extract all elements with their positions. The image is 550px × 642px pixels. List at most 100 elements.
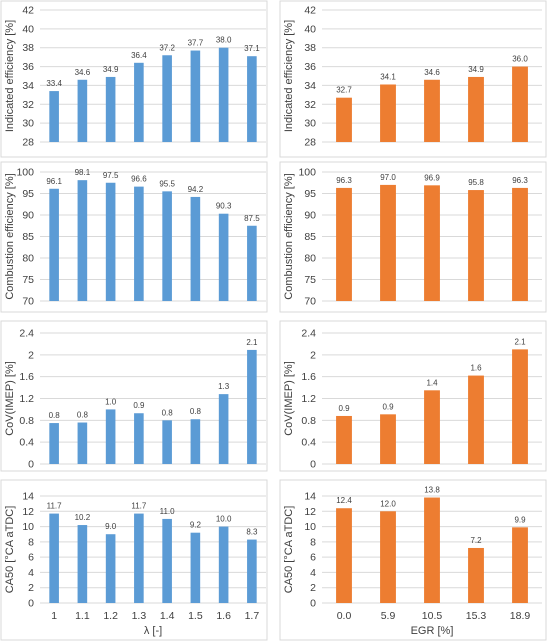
y-tick-label: 42 xyxy=(22,5,34,17)
x-tick-label: 1.3 xyxy=(132,610,147,622)
y-tick-label: 34 xyxy=(22,80,34,92)
data-label: 2.1 xyxy=(514,337,526,346)
y-tick-label: 0 xyxy=(28,598,34,610)
data-label: 13.8 xyxy=(424,486,440,495)
bar xyxy=(49,91,59,142)
data-label: 11.0 xyxy=(160,507,176,516)
y-tick-label: 0.8 xyxy=(301,415,316,427)
y-tick-label: 0 xyxy=(28,459,34,471)
data-label: 0.9 xyxy=(338,404,350,413)
x-tick-label: 1 xyxy=(51,610,57,622)
y-tick-label: 0.4 xyxy=(19,437,34,449)
bar xyxy=(336,187,352,301)
x-axis-title: EGR [%] xyxy=(411,625,454,637)
data-label: 34.1 xyxy=(380,72,396,81)
chart-panel-2: 28 30 32 34 36 38 40 42 Indicated efficiency [%]… xyxy=(279,0,547,158)
y-tick-label: 2 xyxy=(310,349,316,361)
bar xyxy=(134,186,144,301)
x-tick-label: 5.9 xyxy=(381,610,396,622)
chart-panel-1: 28 30 32 34 36 38 40 42 Indicated efficiency [%]… xyxy=(0,0,268,158)
x-tick-label: 1.5 xyxy=(188,610,203,622)
y-axis-title: CA50 [°CA aTDC] xyxy=(4,506,16,594)
y-tick-label: 70 xyxy=(22,296,34,308)
data-label: 1.0 xyxy=(105,397,117,406)
data-label: 96.3 xyxy=(336,176,352,185)
bar xyxy=(218,213,229,301)
y-tick-label: 75 xyxy=(304,274,316,286)
y-tick-label: 28 xyxy=(304,137,316,149)
data-label: 12.0 xyxy=(380,499,396,508)
y-tick-label: 4 xyxy=(28,567,34,579)
data-label: 94.2 xyxy=(188,185,204,194)
bar xyxy=(49,188,59,301)
bar xyxy=(336,508,352,603)
chart-panel-7: 0 2 4 6 8 10 12 14 CA50 [°CA aTDC] 11.7 1 10.2 1.1 9.… xyxy=(0,479,268,641)
y-tick-label: 6 xyxy=(28,552,34,564)
y-tick-label: 6 xyxy=(310,552,316,564)
y-tick-label: 32 xyxy=(304,99,316,111)
data-label: 38.0 xyxy=(216,36,232,45)
y-tick-label: 34 xyxy=(304,80,316,92)
bar xyxy=(134,413,144,464)
data-label: 10.0 xyxy=(216,515,232,524)
y-axis-title: Indicated efficiency [%] xyxy=(283,20,295,132)
y-tick-label: 12 xyxy=(304,506,316,518)
bar xyxy=(77,180,88,301)
bar xyxy=(247,225,257,301)
x-tick-label: 1.7 xyxy=(245,610,260,622)
bar xyxy=(134,513,144,603)
y-tick-label: 36 xyxy=(304,61,316,73)
y-tick-label: 0.8 xyxy=(19,415,34,427)
chart-panel-6: 0 0.4 0.8 1.2 1.6 2 2.4 CoV(IMEP) [%] 0.9 0.9 1.4 1… xyxy=(279,320,547,472)
y-tick-label: 36 xyxy=(22,61,34,73)
data-label: 34.9 xyxy=(103,65,119,74)
data-label: 0.8 xyxy=(49,411,61,420)
data-label: 1.6 xyxy=(470,364,482,373)
bar xyxy=(105,534,116,603)
bar xyxy=(77,79,88,142)
y-tick-label: 85 xyxy=(304,231,316,243)
bar xyxy=(190,196,201,301)
y-tick-label: 2.4 xyxy=(19,328,34,340)
bar xyxy=(512,66,528,142)
y-tick-label: 32 xyxy=(22,99,34,111)
y-tick-label: 90 xyxy=(304,210,316,222)
data-label: 32.7 xyxy=(336,86,352,95)
bar xyxy=(380,511,396,603)
bar xyxy=(247,539,257,603)
y-tick-label: 12 xyxy=(22,506,34,518)
y-tick-label: 10 xyxy=(304,521,316,533)
y-tick-label: 14 xyxy=(304,491,316,503)
y-tick-label: 8 xyxy=(310,536,316,548)
y-tick-label: 2 xyxy=(28,582,34,594)
bar xyxy=(190,419,201,464)
bar xyxy=(190,532,201,603)
data-label: 7.2 xyxy=(470,536,482,545)
y-tick-label: 1.2 xyxy=(301,393,316,405)
bar xyxy=(380,84,396,142)
bar xyxy=(218,526,229,603)
data-label: 97.5 xyxy=(103,171,119,180)
bar xyxy=(105,76,116,142)
y-tick-label: 80 xyxy=(22,253,34,265)
data-label: 0.8 xyxy=(190,407,202,416)
data-label: 98.1 xyxy=(75,168,91,177)
bar xyxy=(162,55,172,142)
bar xyxy=(77,525,88,603)
bar xyxy=(134,62,144,142)
data-label: 0.9 xyxy=(382,402,394,411)
data-label: 34.6 xyxy=(75,68,91,77)
bar xyxy=(218,47,229,142)
y-tick-label: 38 xyxy=(304,42,316,54)
y-tick-label: 1.6 xyxy=(19,371,34,383)
y-tick-label: 28 xyxy=(22,137,34,149)
y-tick-label: 38 xyxy=(22,42,34,54)
data-label: 96.9 xyxy=(424,173,440,182)
x-tick-label: 10.5 xyxy=(422,610,443,622)
y-tick-label: 1.6 xyxy=(301,371,316,383)
panel-frame xyxy=(279,161,547,313)
y-tick-label: 8 xyxy=(28,536,34,548)
y-tick-label: 10 xyxy=(22,521,34,533)
y-tick-label: 95 xyxy=(22,188,34,200)
